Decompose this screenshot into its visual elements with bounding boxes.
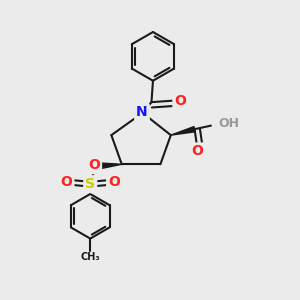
Text: O: O [108,176,120,189]
Text: O: O [174,94,186,108]
Text: O: O [61,176,72,189]
Text: O: O [191,145,203,158]
Text: OH: OH [218,117,239,130]
Text: O: O [88,158,100,172]
Text: CH₃: CH₃ [80,252,100,262]
Text: S: S [85,177,95,191]
Text: N: N [136,105,148,119]
Polygon shape [101,163,122,168]
Polygon shape [171,127,195,135]
